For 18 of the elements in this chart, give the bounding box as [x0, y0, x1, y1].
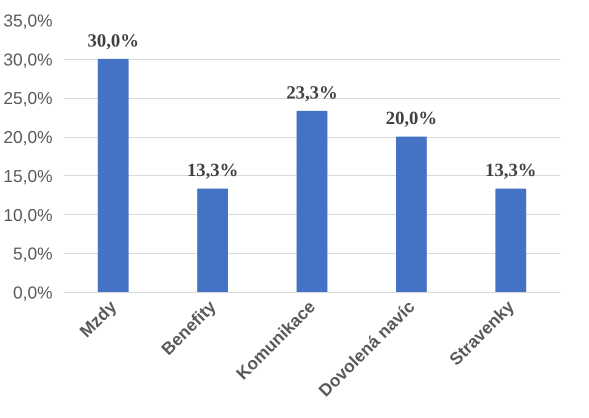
y-tick-label: 0,0%: [13, 282, 53, 302]
y-tick-label: 10,0%: [3, 204, 53, 225]
y-tick-label: 15,0%: [3, 166, 53, 186]
y-tick-label: 25,0%: [3, 88, 53, 108]
y-tick-label: 20,0%: [3, 127, 53, 148]
data-label: 13,3%: [485, 160, 536, 182]
y-tick-label: 35,0%: [3, 10, 53, 30]
data-label: 23,3%: [286, 82, 338, 104]
bar: [296, 110, 328, 292]
data-label: 30,0%: [88, 30, 139, 52]
bar: [197, 188, 228, 292]
data-label: 20,0%: [386, 108, 438, 130]
y-tick-label: 5,0%: [13, 244, 53, 264]
y-tick-label: 30,0%: [3, 49, 53, 70]
data-label: 13,3%: [186, 160, 238, 182]
bar: [98, 58, 129, 292]
bar: [396, 136, 427, 292]
bar: [495, 188, 526, 292]
